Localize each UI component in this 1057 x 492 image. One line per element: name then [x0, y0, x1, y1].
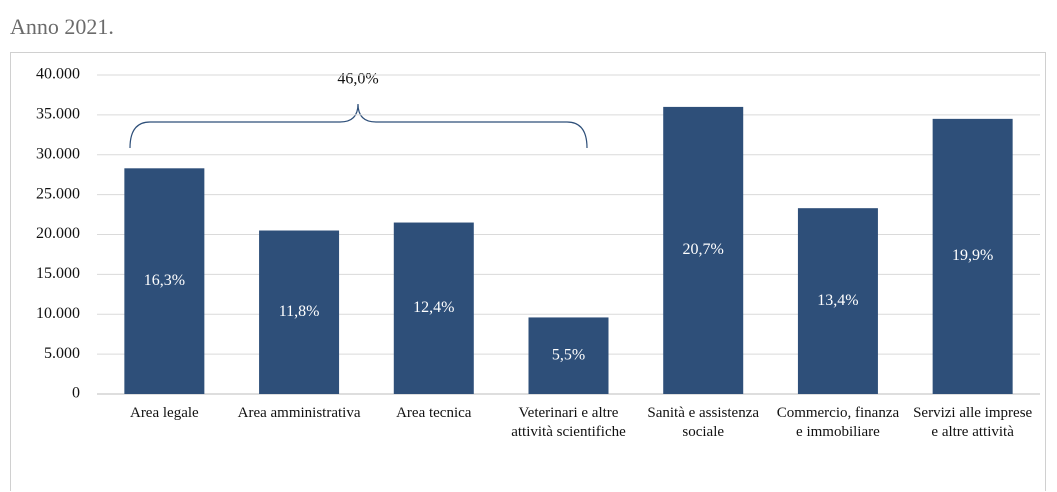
- bar: [124, 168, 205, 394]
- x-tick-label: Commercio, finanza e immobiliare: [776, 405, 900, 440]
- bar: [663, 106, 744, 395]
- y-tick-label: 40.000: [36, 66, 80, 83]
- y-tick-label: 0: [72, 385, 80, 402]
- bar: [393, 222, 474, 394]
- bracket-label: 46,0%: [337, 71, 378, 88]
- share-label: 13,4%: [817, 292, 858, 309]
- y-tick-label: 20.000: [36, 225, 80, 242]
- x-tick-label: Servizi alle imprese e altre attività: [913, 405, 1033, 440]
- x-tick-label: Area legale: [129, 405, 199, 421]
- y-tick-label: 30.000: [36, 145, 80, 162]
- share-label: 5,5%: [552, 346, 585, 363]
- y-tick-label: 15.000: [36, 265, 80, 282]
- share-label: 20,7%: [683, 241, 724, 258]
- share-label: 11,8%: [279, 303, 320, 320]
- bar: [797, 208, 878, 394]
- share-label: 12,4%: [413, 299, 454, 316]
- chart-title: Anno 2021.: [10, 14, 114, 39]
- share-label: 19,9%: [952, 247, 993, 264]
- x-tick-label: Sanità e assistenza sociale: [647, 405, 760, 440]
- x-tick-label: Area tecnica: [396, 405, 472, 421]
- bar: [528, 317, 609, 394]
- bar: [259, 230, 340, 394]
- y-tick-label: 35.000: [36, 106, 80, 123]
- share-label: 16,3%: [144, 272, 185, 289]
- x-tick-label: Area amministrativa: [237, 405, 361, 421]
- y-tick-label: 5.000: [44, 345, 80, 362]
- y-tick-label: 10.000: [36, 305, 80, 322]
- bracket: [129, 103, 588, 149]
- x-tick-label: Veterinari e altre attività scientifiche: [511, 405, 626, 440]
- bar: [932, 118, 1013, 395]
- y-tick-label: 25.000: [36, 185, 80, 202]
- chart-frame: [10, 52, 1046, 491]
